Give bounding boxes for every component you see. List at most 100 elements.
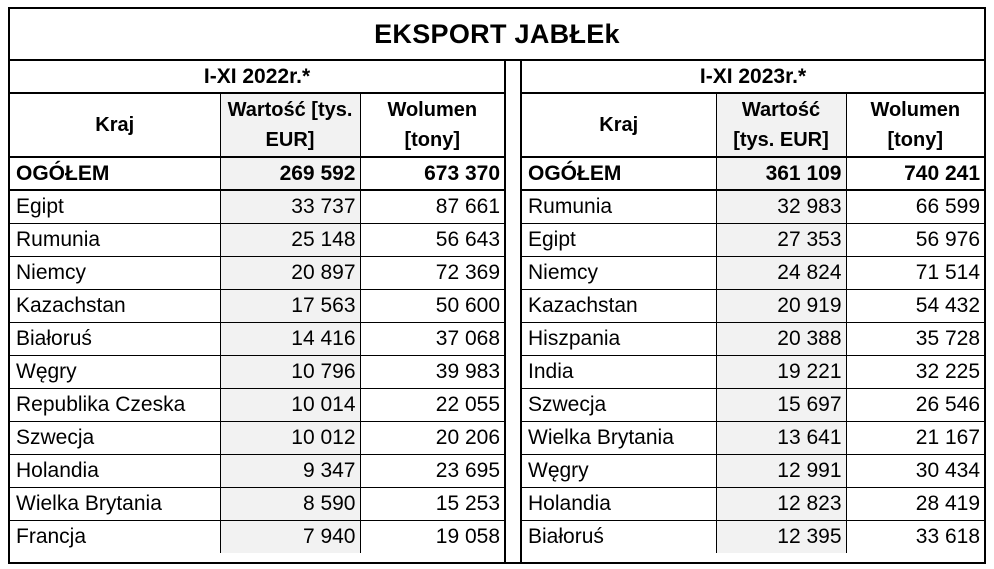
table-row: Holandia 9 347 23 695 <box>10 453 505 488</box>
table-row: Wielka Brytania 13 641 21 167 <box>522 420 985 455</box>
volume-cell: 87 661 <box>359 189 505 224</box>
volume-cell: 71 514 <box>845 255 985 290</box>
country-cell: Białoruś <box>10 321 221 356</box>
country-cell: Wielka Brytania <box>10 486 221 521</box>
country-cell: India <box>522 354 717 389</box>
country-cell: Holandia <box>10 453 221 488</box>
volume-cell: 56 976 <box>845 222 985 257</box>
country-cell: Francja <box>10 519 221 553</box>
table-2022: I-XI 2022r.* Kraj Wartość [tys. EUR] Wol… <box>10 61 505 553</box>
country-cell: Białoruś <box>522 519 717 553</box>
volume-column-header: Wolumen [tony] <box>359 92 505 158</box>
value-cell: 20 388 <box>715 321 847 356</box>
value-cell: 24 824 <box>715 255 847 290</box>
table-row: Wielka Brytania 8 590 15 253 <box>10 486 505 521</box>
value-cell: 12 395 <box>715 519 847 553</box>
table-row: Niemcy 20 897 72 369 <box>10 255 505 290</box>
country-cell: Holandia <box>522 486 717 521</box>
country-cell: Wielka Brytania <box>522 420 717 455</box>
value-cell: 20 897 <box>219 255 361 290</box>
period-header: I-XI 2022r.* <box>10 61 505 94</box>
volume-cell: 72 369 <box>359 255 505 290</box>
table-title: EKSPORT JABŁEk <box>10 9 984 61</box>
value-cell: 17 563 <box>219 288 361 323</box>
volume-cell: 56 643 <box>359 222 505 257</box>
value-column-header: Wartość [tys. EUR] <box>219 92 361 158</box>
country-cell: Węgry <box>522 453 717 488</box>
country-cell: Niemcy <box>522 255 717 290</box>
period-header: I-XI 2023r.* <box>522 61 985 94</box>
table-2023: I-XI 2023r.* Kraj Wartość [tys. EUR] Wol… <box>522 61 985 553</box>
table-row: Szwecja 10 012 20 206 <box>10 420 505 455</box>
country-cell: Egipt <box>10 189 221 224</box>
total-row: OGÓŁEM 269 592 673 370 <box>10 156 505 191</box>
value-cell: 9 347 <box>219 453 361 488</box>
volume-cell: 23 695 <box>359 453 505 488</box>
volume-cell: 33 618 <box>845 519 985 553</box>
country-cell: Szwecja <box>522 387 717 422</box>
panel-2022: I-XI 2022r.* Kraj Wartość [tys. EUR] Wol… <box>10 61 505 553</box>
table-row: Holandia 12 823 28 419 <box>522 486 985 521</box>
volume-cell: 30 434 <box>845 453 985 488</box>
table-row: Niemcy 24 824 71 514 <box>522 255 985 290</box>
value-cell: 12 823 <box>715 486 847 521</box>
panel-2023: I-XI 2023r.* Kraj Wartość [tys. EUR] Wol… <box>522 61 985 553</box>
value-cell: 7 940 <box>219 519 361 553</box>
country-cell: Egipt <box>522 222 717 257</box>
value-cell: 25 148 <box>219 222 361 257</box>
volume-cell: 37 068 <box>359 321 505 356</box>
country-column-header: Kraj <box>522 92 717 158</box>
volume-cell: 66 599 <box>845 189 985 224</box>
value-column-header: Wartość [tys. EUR] <box>715 92 847 158</box>
value-cell: 12 991 <box>715 453 847 488</box>
table-row: Białoruś 14 416 37 068 <box>10 321 505 356</box>
table-row: Francja 7 940 19 058 <box>10 519 505 553</box>
volume-cell: 32 225 <box>845 354 985 389</box>
value-cell: 10 012 <box>219 420 361 455</box>
value-cell: 19 221 <box>715 354 847 389</box>
country-cell: Kazachstan <box>10 288 221 323</box>
volume-cell: 20 206 <box>359 420 505 455</box>
table-row: Szwecja 15 697 26 546 <box>522 387 985 422</box>
table-row: Kazachstan 20 919 54 432 <box>522 288 985 323</box>
volume-cell: 22 055 <box>359 387 505 422</box>
table-row: Węgry 10 796 39 983 <box>10 354 505 389</box>
country-cell: Niemcy <box>10 255 221 290</box>
value-cell: 14 416 <box>219 321 361 356</box>
total-label: OGÓŁEM <box>522 156 717 191</box>
country-cell: Kazachstan <box>522 288 717 323</box>
value-cell: 33 737 <box>219 189 361 224</box>
total-value: 269 592 <box>219 156 361 191</box>
value-cell: 15 697 <box>715 387 847 422</box>
total-value: 361 109 <box>715 156 847 191</box>
value-cell: 10 796 <box>219 354 361 389</box>
volume-cell: 19 058 <box>359 519 505 553</box>
total-label: OGÓŁEM <box>10 156 221 191</box>
panel-separator <box>504 61 522 562</box>
table-row: Kazachstan 17 563 50 600 <box>10 288 505 323</box>
value-cell: 13 641 <box>715 420 847 455</box>
country-cell: Republika Czeska <box>10 387 221 422</box>
volume-cell: 15 253 <box>359 486 505 521</box>
export-table-frame: EKSPORT JABŁEk I-XI 2022r.* Kraj Wartość… <box>8 7 986 564</box>
volume-cell: 39 983 <box>359 354 505 389</box>
country-cell: Hiszpania <box>522 321 717 356</box>
volume-cell: 28 419 <box>845 486 985 521</box>
country-cell: Rumunia <box>522 189 717 224</box>
value-cell: 8 590 <box>219 486 361 521</box>
table-row: Republika Czeska 10 014 22 055 <box>10 387 505 422</box>
table-row: Rumunia 25 148 56 643 <box>10 222 505 257</box>
volume-cell: 50 600 <box>359 288 505 323</box>
total-volume: 740 241 <box>845 156 985 191</box>
table-row: Hiszpania 20 388 35 728 <box>522 321 985 356</box>
volume-cell: 21 167 <box>845 420 985 455</box>
volume-column-header: Wolumen [tony] <box>845 92 985 158</box>
table-row: Białoruś 12 395 33 618 <box>522 519 985 553</box>
table-row: Egipt 33 737 87 661 <box>10 189 505 224</box>
country-column-header: Kraj <box>10 92 221 158</box>
country-cell: Rumunia <box>10 222 221 257</box>
total-volume: 673 370 <box>359 156 505 191</box>
table-row: India 19 221 32 225 <box>522 354 985 389</box>
volume-cell: 26 546 <box>845 387 985 422</box>
value-cell: 20 919 <box>715 288 847 323</box>
